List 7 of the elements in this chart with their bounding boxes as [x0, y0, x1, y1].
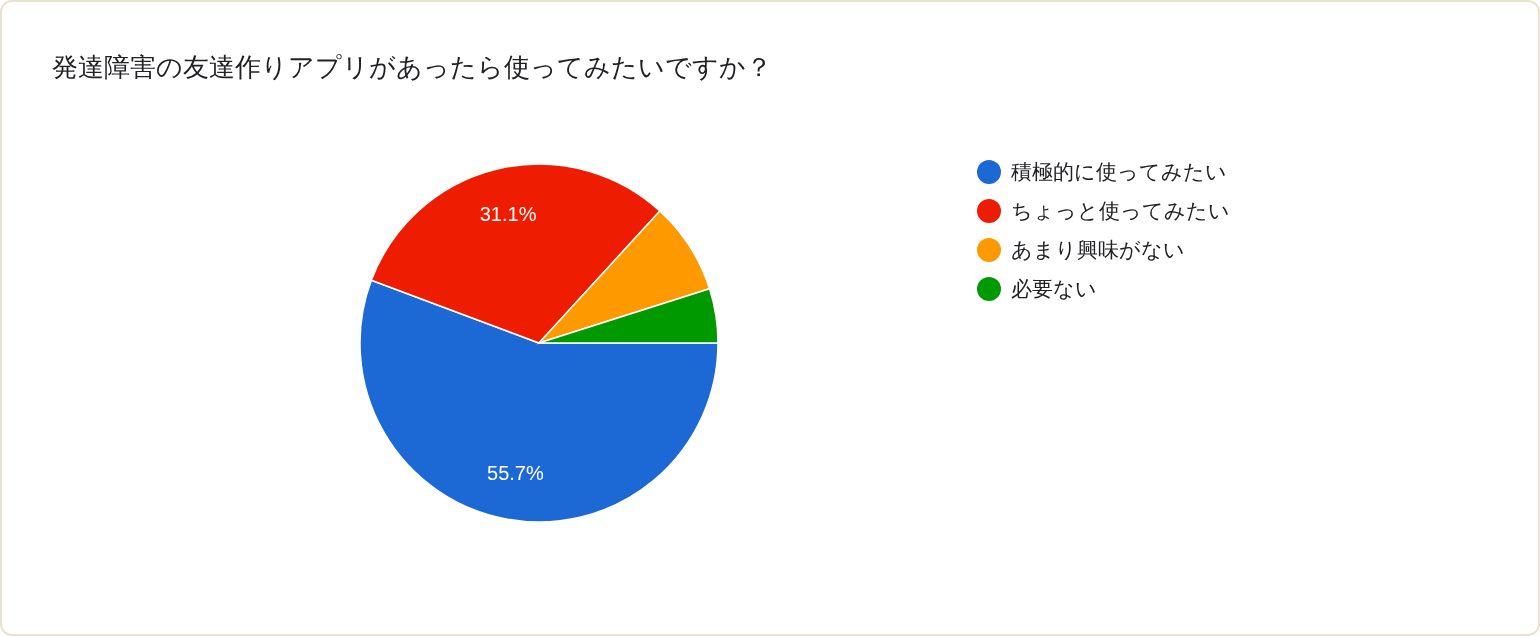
data-label: 31.1% [479, 203, 537, 226]
legend-label: 必要ない [1011, 275, 1097, 302]
legend-label: 積極的に使ってみたい [1011, 158, 1227, 185]
legend-label: ちょっと使ってみたい [1011, 197, 1230, 224]
data-label: 55.7% [487, 462, 544, 485]
legend-label: あまり興味がない [1011, 236, 1185, 263]
chart-title: 発達障害の友達作りアプリがあったら使ってみたいですか？ [52, 51, 772, 84]
